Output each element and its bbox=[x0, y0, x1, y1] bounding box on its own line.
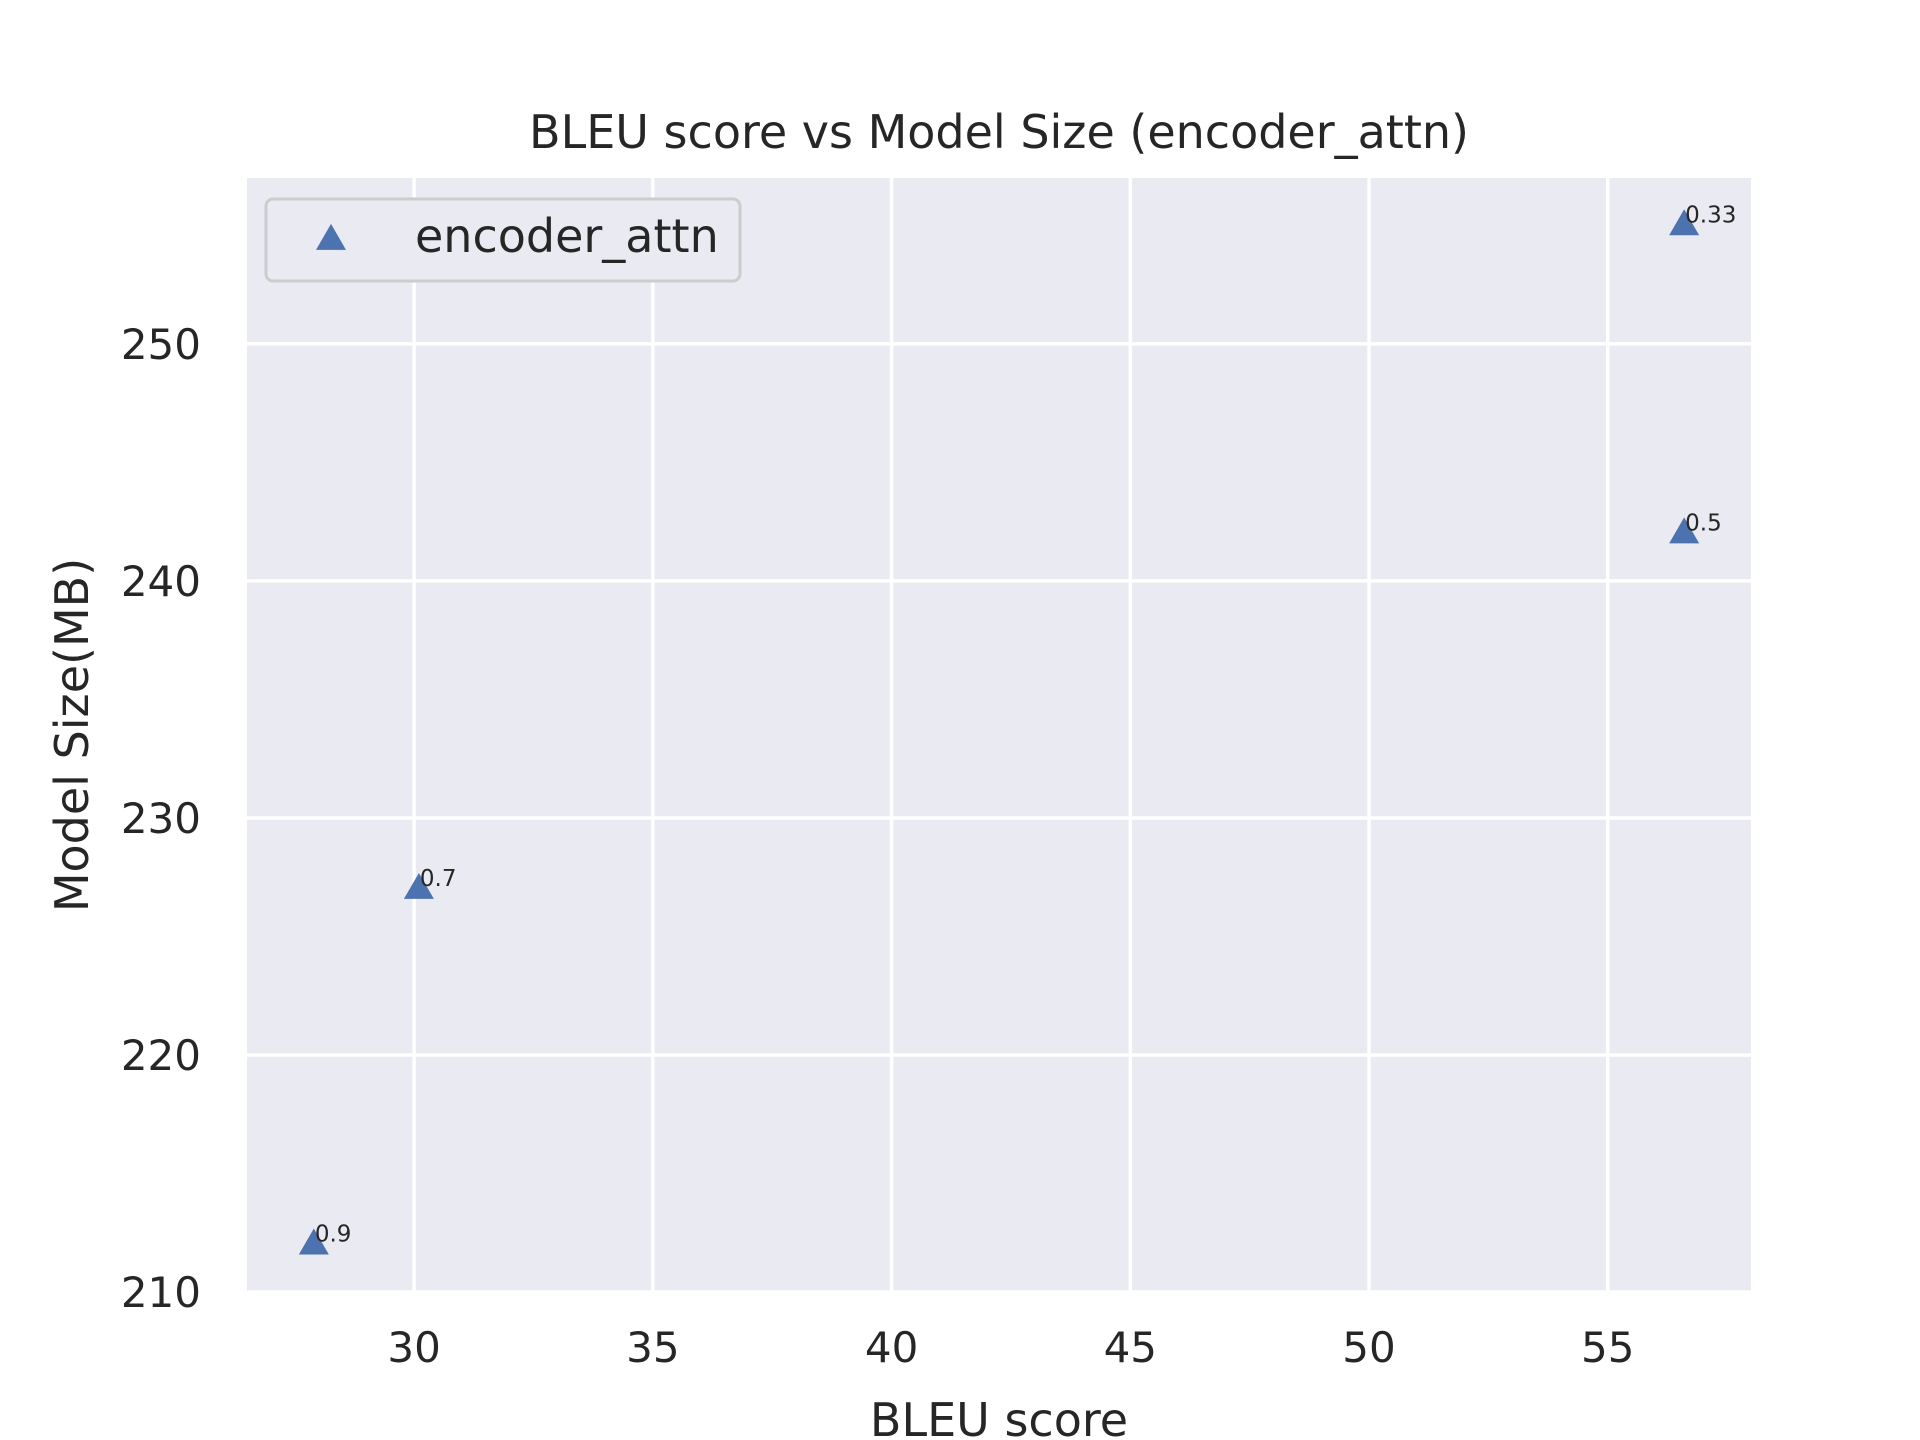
data-point-triangle bbox=[403, 872, 434, 899]
data-points: 0.9 0.7 0.5 0.33 bbox=[298, 202, 1736, 1255]
data-point-label: 0.9 bbox=[315, 1222, 352, 1248]
y-tick-label: 210 bbox=[121, 1268, 201, 1317]
y-tick-label: 250 bbox=[121, 320, 201, 369]
x-tick-label: 35 bbox=[626, 1323, 679, 1372]
y-tick-label: 240 bbox=[121, 557, 201, 606]
legend-label: encoder_attn bbox=[415, 209, 719, 263]
tick-layer: 30 35 40 45 50 55 210 220 230 240 250 bbox=[121, 320, 1635, 1372]
plot-area bbox=[247, 178, 1751, 1292]
y-tick-label: 230 bbox=[121, 794, 201, 843]
data-point-triangle bbox=[1669, 209, 1700, 236]
grid-layer bbox=[247, 178, 1751, 1294]
x-axis-label: BLEU score bbox=[870, 1393, 1128, 1440]
data-point-label: 0.7 bbox=[420, 866, 457, 892]
x-tick-label: 40 bbox=[865, 1323, 918, 1372]
legend: encoder_attn bbox=[264, 197, 742, 283]
y-axis-label: Model Size(MB) bbox=[45, 558, 99, 912]
data-point-triangle bbox=[298, 1228, 329, 1255]
data-point-triangle bbox=[1669, 517, 1700, 544]
chart-title: BLEU score vs Model Size (encoder_attn) bbox=[529, 105, 1469, 159]
legend-box bbox=[264, 197, 742, 283]
y-tick-label: 220 bbox=[121, 1031, 201, 1080]
x-tick-label: 50 bbox=[1342, 1323, 1395, 1372]
data-point-label: 0.33 bbox=[1685, 202, 1736, 228]
x-tick-label: 45 bbox=[1104, 1323, 1157, 1372]
legend-marker-triangle-icon bbox=[316, 223, 346, 250]
data-point-label: 0.5 bbox=[1685, 511, 1722, 537]
x-tick-label: 30 bbox=[387, 1323, 440, 1372]
x-tick-label: 55 bbox=[1581, 1323, 1634, 1372]
